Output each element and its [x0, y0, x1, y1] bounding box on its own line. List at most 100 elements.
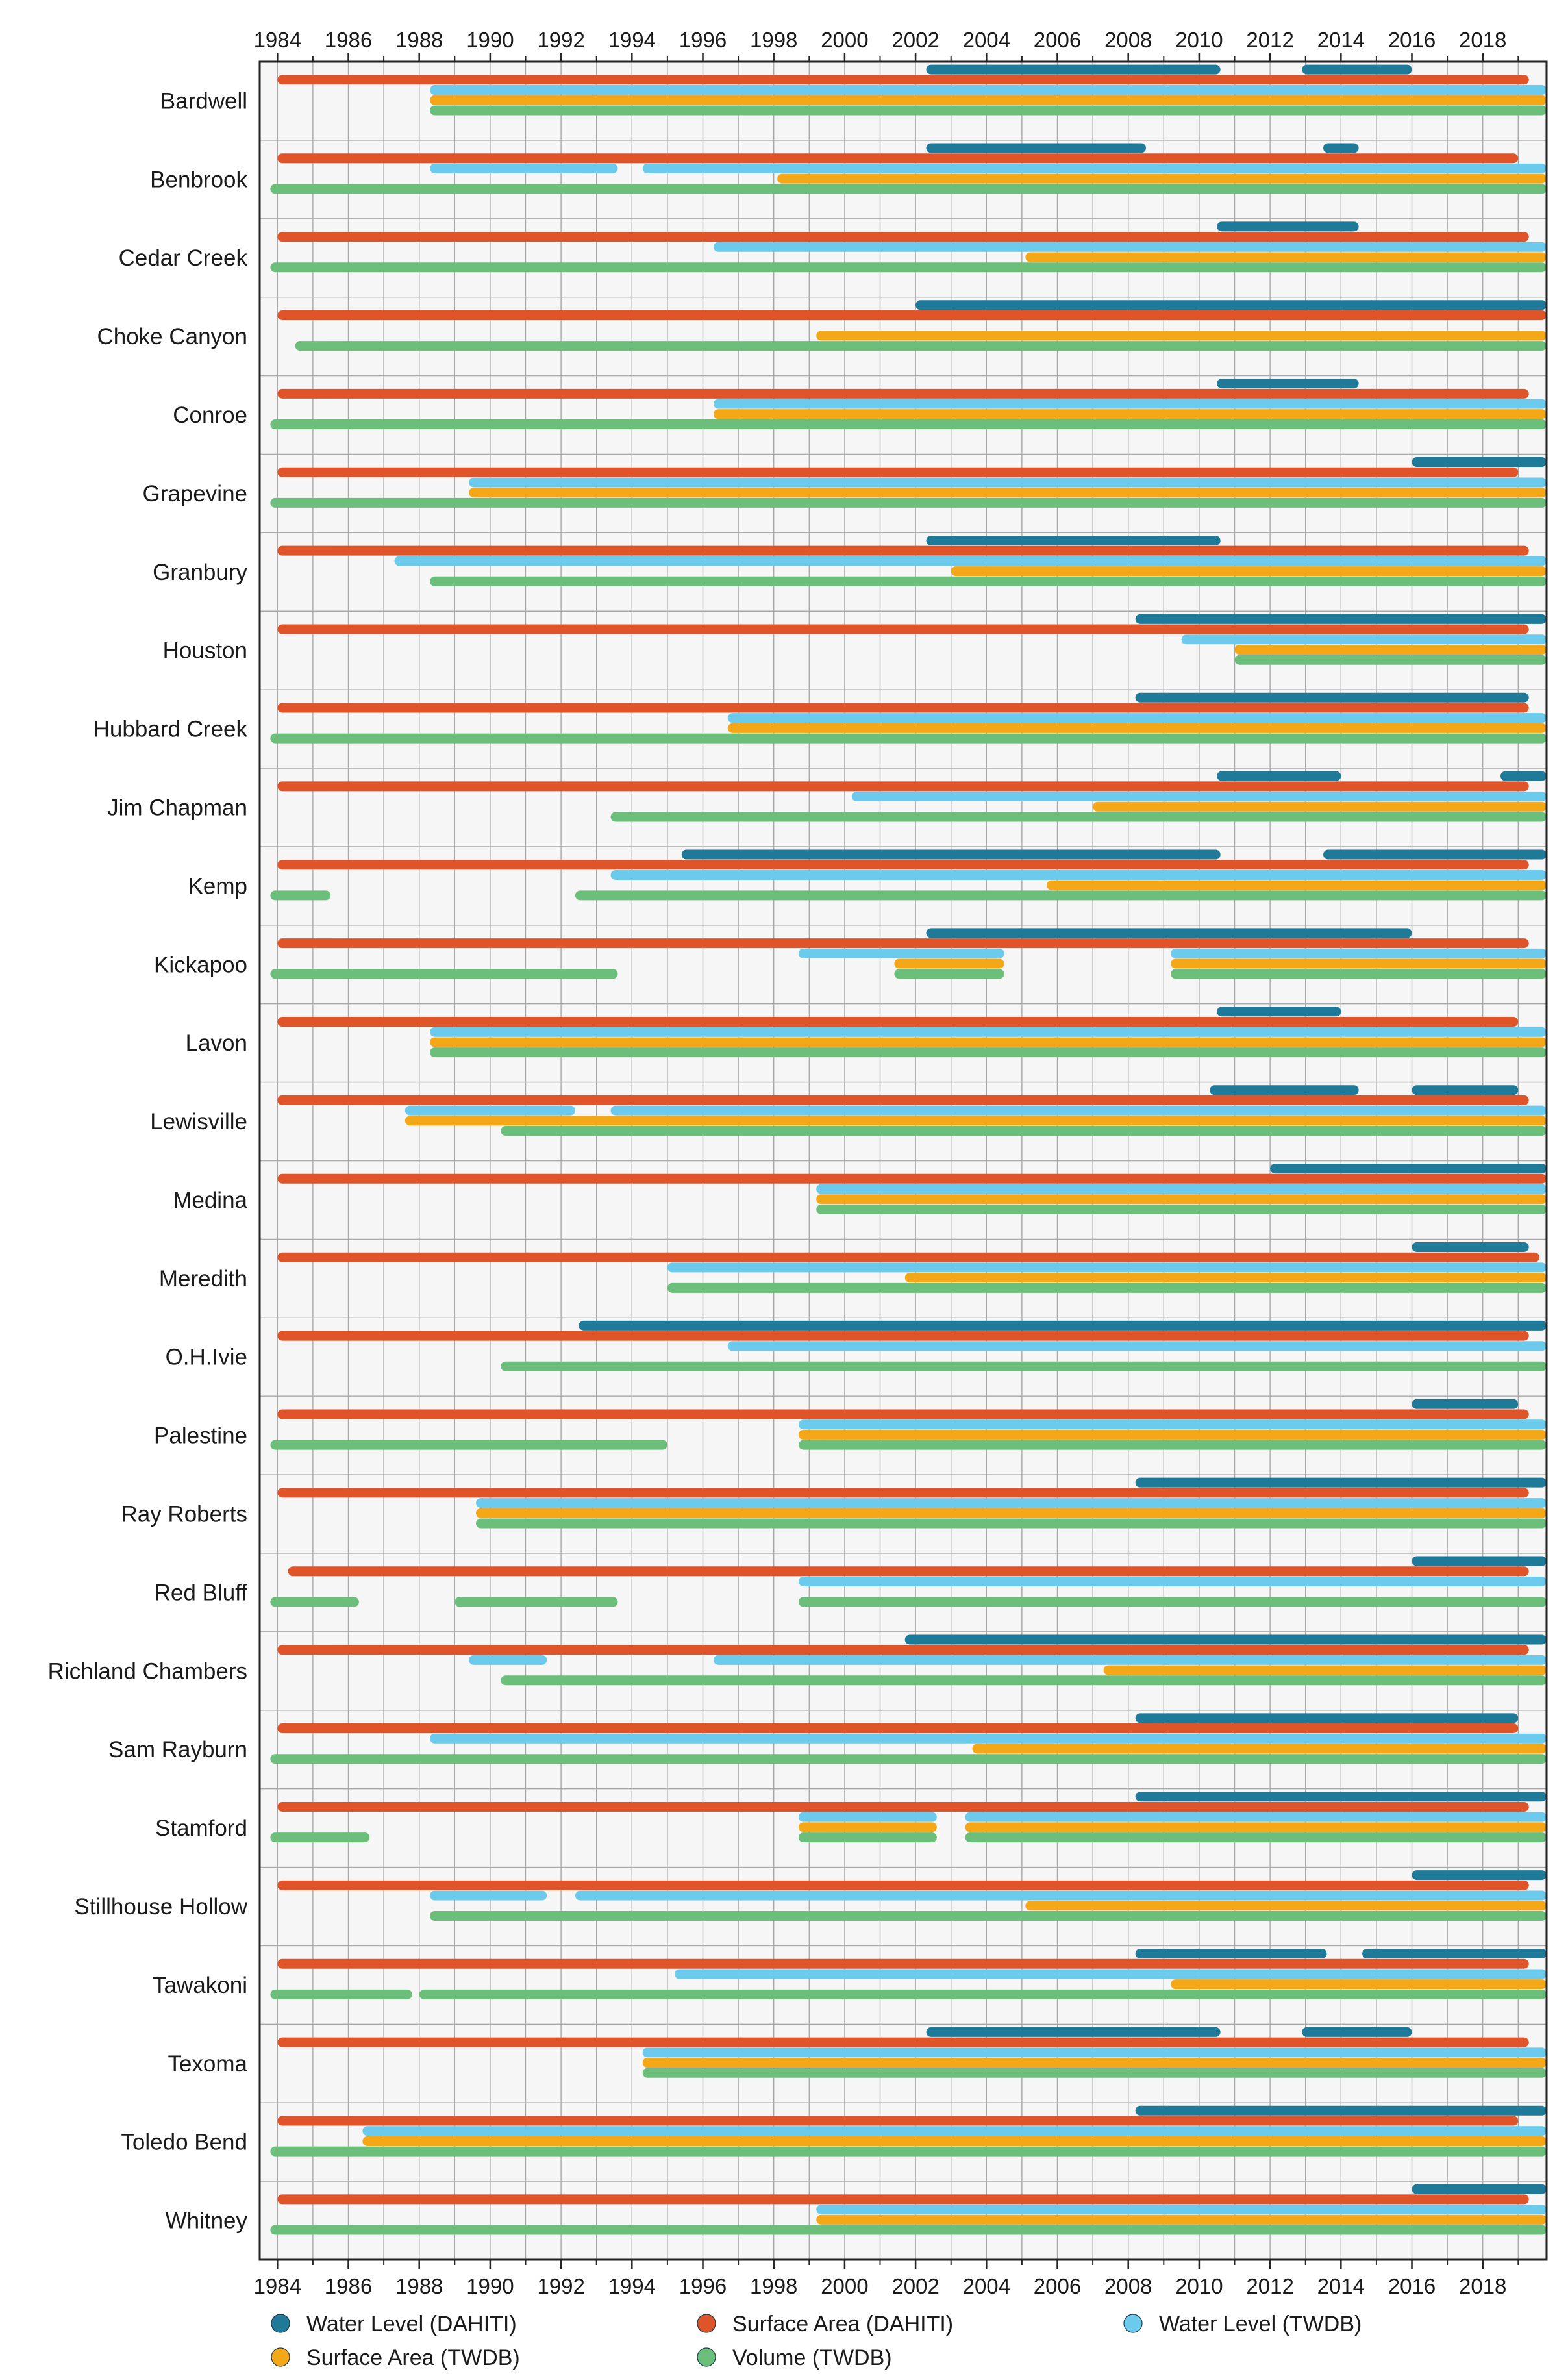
reservoir-label: O.H.Ivie: [166, 1345, 247, 1370]
x-tick-label-top: 2000: [821, 28, 868, 52]
bar-sa-dahiti: [277, 860, 1529, 870]
bar-sa-dahiti: [277, 1723, 1519, 1734]
reservoir-label: Jim Chapman: [107, 795, 247, 820]
reservoir-label: Choke Canyon: [97, 324, 247, 349]
bar-wl-dahiti: [915, 300, 1547, 310]
legend-swatch: [271, 2347, 290, 2367]
bar-sa-twdb: [1025, 252, 1547, 262]
bar-wl-dahiti: [1210, 1085, 1359, 1095]
reservoir-label: Lewisville: [150, 1109, 247, 1134]
x-tick-label-bottom: 2008: [1104, 2274, 1152, 2298]
bar-wl-twdb: [469, 1655, 547, 1665]
bar-sa-dahiti: [277, 1017, 1519, 1027]
x-tick-label-bottom: 1996: [679, 2274, 727, 2298]
x-tick-label-top: 1994: [608, 28, 656, 52]
bar-sa-twdb: [894, 958, 1004, 969]
reservoir-label: Grapevine: [143, 481, 247, 506]
x-tick-label-top: 1996: [679, 28, 727, 52]
bar-wl-dahiti: [1412, 1399, 1519, 1409]
bar-sa-twdb: [1103, 1665, 1547, 1675]
bar-sa-dahiti: [277, 2116, 1519, 2126]
bar-wl-dahiti: [1270, 1164, 1547, 1174]
bar-sa-dahiti: [277, 467, 1519, 477]
bar-wl-dahiti: [1412, 1085, 1519, 1095]
reservoir-label: Ray Roberts: [121, 1502, 247, 1527]
bar-wl-dahiti: [1412, 1870, 1547, 1881]
bar-vol-twdb: [270, 1989, 412, 1999]
bar-wl-dahiti: [1135, 1477, 1547, 1488]
bar-sa-dahiti: [277, 75, 1529, 85]
reservoir-label: Texoma: [168, 2051, 247, 2077]
bar-wl-twdb: [404, 1105, 575, 1116]
bar-sa-dahiti: [277, 388, 1529, 399]
plot-frame: [258, 60, 1548, 2261]
x-tick-label-bottom: 2018: [1459, 2274, 1506, 2298]
bar-sa-twdb: [404, 1116, 1547, 1126]
x-tick-label-top: 2014: [1317, 28, 1365, 52]
x-tick-label-bottom: 1988: [395, 2274, 443, 2298]
reservoir-label: Granbury: [153, 560, 247, 585]
bar-sa-twdb: [430, 1037, 1547, 1047]
bar-wl-dahiti: [926, 2027, 1221, 2037]
x-tick-label-top: 2018: [1459, 28, 1506, 52]
reservoir-label: Medina: [173, 1188, 247, 1213]
bar-wl-twdb: [727, 1341, 1547, 1351]
bar-wl-twdb: [430, 1890, 547, 1901]
bar-sa-dahiti: [277, 938, 1529, 949]
bar-wl-dahiti: [926, 143, 1147, 153]
bar-vol-twdb: [270, 2225, 1547, 2235]
legend-label: Water Level (TWDB): [1159, 2312, 1362, 2336]
bar-wl-dahiti: [1412, 457, 1547, 468]
bar-sa-twdb: [476, 1508, 1547, 1518]
bar-sa-twdb: [904, 1273, 1547, 1283]
x-tick-label-top: 2012: [1246, 28, 1293, 52]
x-tick-label-bottom: 1990: [466, 2274, 514, 2298]
x-tick-label-top: 1988: [395, 28, 443, 52]
bar-vol-twdb: [798, 1832, 937, 1843]
bar-sa-twdb: [727, 723, 1547, 733]
bar-sa-dahiti: [277, 781, 1529, 792]
reservoir-label: Palestine: [154, 1423, 247, 1449]
bar-sa-dahiti: [277, 232, 1529, 242]
bar-vol-twdb: [430, 576, 1547, 586]
bar-sa-dahiti: [277, 1488, 1529, 1498]
bar-vol-twdb: [501, 1361, 1547, 1371]
x-tick-label-bottom: 2014: [1317, 2274, 1365, 2298]
bar-wl-dahiti: [1323, 849, 1547, 860]
bar-vol-twdb: [295, 341, 1547, 351]
legend-swatch: [1123, 2314, 1143, 2333]
bar-wl-twdb: [362, 2126, 1547, 2136]
bar-wl-twdb: [430, 85, 1547, 95]
bar-wl-twdb: [430, 1027, 1547, 1037]
x-tick-label-bottom: 1998: [750, 2274, 797, 2298]
bar-sa-twdb: [1025, 1901, 1547, 1911]
reservoir-label: Stamford: [155, 1816, 247, 1841]
reservoir-label: Sam Rayburn: [108, 1737, 247, 1762]
reservoir-labels: Bardwell Benbrook Cedar Creek Choke Canyon C…: [48, 88, 248, 2233]
bar-wl-twdb: [1171, 948, 1547, 958]
bar-wl-twdb: [816, 1184, 1547, 1194]
bar-sa-twdb: [1093, 801, 1547, 812]
bar-wl-dahiti: [579, 1320, 1547, 1331]
reservoir-label: Hubbard Creek: [93, 717, 248, 742]
reservoir-label: Cedar Creek: [119, 245, 248, 271]
x-tick-label-bottom: 2000: [821, 2274, 868, 2298]
data-series-layer: [270, 64, 1547, 2235]
bar-sa-dahiti: [277, 1880, 1529, 1890]
bar-vol-twdb: [642, 2068, 1547, 2078]
x-tick-label-bottom: 1984: [254, 2274, 301, 2298]
x-tick-label-top: 1984: [254, 28, 301, 52]
reservoir-label: Conroe: [173, 403, 247, 428]
bar-wl-dahiti: [1135, 692, 1529, 703]
bar-vol-twdb: [965, 1832, 1547, 1843]
bar-wl-dahiti: [1362, 1949, 1547, 1959]
bar-vol-twdb: [270, 969, 618, 979]
reservoir-label: Red Bluff: [155, 1580, 248, 1605]
bar-sa-dahiti: [277, 2037, 1529, 2047]
x-tick-label-top: 1990: [466, 28, 514, 52]
bar-vol-twdb: [270, 184, 1547, 194]
bar-wl-dahiti: [1135, 2105, 1547, 2116]
bar-vol-twdb: [270, 419, 1547, 430]
bar-sa-twdb: [1171, 1979, 1547, 1990]
bar-vol-twdb: [270, 2146, 1547, 2157]
